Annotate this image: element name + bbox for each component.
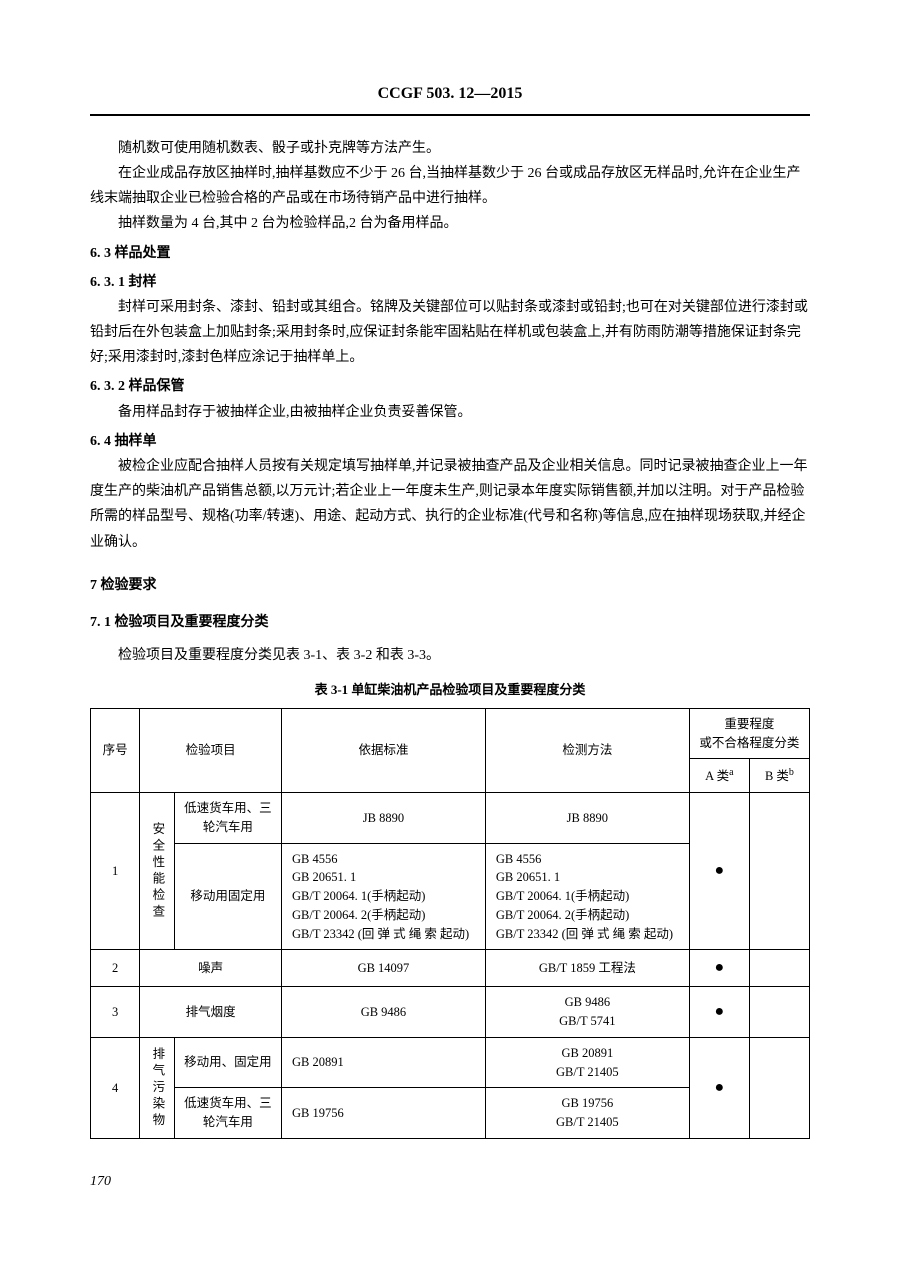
cell-seq: 3 [91, 987, 140, 1038]
cell-class-b [749, 987, 809, 1038]
cell-standard: GB 20891 [282, 1037, 486, 1088]
class-a-sup: a [729, 767, 733, 778]
cell-item-group: 安全性能检查 [140, 793, 174, 950]
th-method: 检测方法 [485, 708, 689, 792]
cell-standard: GB 9486 [282, 987, 486, 1038]
cell-item: 噪声 [140, 950, 282, 987]
cell-standard: JB 8890 [282, 793, 486, 844]
cell-item: 排气烟度 [140, 987, 282, 1038]
cell-class-a: ● [689, 987, 749, 1038]
class-b-sup: b [789, 767, 794, 778]
th-class-b: B 类b [749, 759, 809, 793]
paragraph: 备用样品封存于被抽样企业,由被抽样企业负责妥善保管。 [90, 400, 810, 425]
table-row: 1 安全性能检查 低速货车用、三轮汽车用 JB 8890 JB 8890 ● [91, 793, 810, 844]
cell-seq: 4 [91, 1037, 140, 1138]
th-class-a: A 类a [689, 759, 749, 793]
page-number: 170 [90, 1169, 810, 1194]
section-heading-6-3-2: 6. 3. 2 样品保管 [90, 374, 810, 399]
table-row: 2 噪声 GB 14097 GB/T 1859 工程法 ● [91, 950, 810, 987]
th-importance: 重要程度或不合格程度分类 [689, 708, 809, 759]
paragraph: 抽样数量为 4 台,其中 2 台为检验样品,2 台为备用样品。 [90, 211, 810, 236]
th-standard: 依据标准 [282, 708, 486, 792]
cell-item: 移动用固定用 [174, 843, 281, 950]
section-heading-6-3-1: 6. 3. 1 封样 [90, 270, 810, 295]
cell-item: 低速货车用、三轮汽车用 [174, 1088, 281, 1139]
paragraph: 被检企业应配合抽样人员按有关规定填写抽样单,并记录被抽查产品及企业相关信息。同时… [90, 454, 810, 555]
cell-method: GB 9486GB/T 5741 [485, 987, 689, 1038]
section-heading-6-3: 6. 3 样品处置 [90, 241, 810, 266]
paragraph: 随机数可使用随机数表、骰子或扑克牌等方法产生。 [90, 136, 810, 161]
cell-class-b [749, 1037, 809, 1138]
table-row: 3 排气烟度 GB 9486 GB 9486GB/T 5741 ● [91, 987, 810, 1038]
cell-class-a: ● [689, 950, 749, 987]
paragraph: 检验项目及重要程度分类见表 3-1、表 3-2 和表 3-3。 [90, 643, 810, 668]
cell-method: GB/T 1859 工程法 [485, 950, 689, 987]
table-caption: 表 3-1 单缸柴油机产品检验项目及重要程度分类 [90, 678, 810, 701]
cell-class-a: ● [689, 1037, 749, 1138]
cell-item: 低速货车用、三轮汽车用 [174, 793, 281, 844]
cell-item: 移动用、固定用 [174, 1037, 281, 1088]
table-row: 4 排气污染物 移动用、固定用 GB 20891 GB 20891GB/T 21… [91, 1037, 810, 1088]
inspection-table: 序号 检验项目 依据标准 检测方法 重要程度或不合格程度分类 A 类a B 类b… [90, 708, 810, 1139]
cell-method: GB 20891GB/T 21405 [485, 1037, 689, 1088]
th-seq: 序号 [91, 708, 140, 792]
class-b-label: B 类 [765, 769, 789, 783]
cell-standard: GB 14097 [282, 950, 486, 987]
section-heading-6-4: 6. 4 抽样单 [90, 429, 810, 454]
section-heading-7: 7 检验要求 [90, 573, 810, 598]
paragraph: 在企业成品存放区抽样时,抽样基数应不少于 26 台,当抽样基数少于 26 台或成… [90, 161, 810, 211]
cell-seq: 1 [91, 793, 140, 950]
cell-method: GB 4556GB 20651. 1GB/T 20064. 1(手柄起动)GB/… [485, 843, 689, 950]
cell-class-a: ● [689, 793, 749, 950]
cell-method: GB 19756GB/T 21405 [485, 1088, 689, 1139]
th-item: 检验项目 [140, 708, 282, 792]
table-header-row: 序号 检验项目 依据标准 检测方法 重要程度或不合格程度分类 [91, 708, 810, 759]
class-a-label: A 类 [705, 769, 729, 783]
section-heading-7-1: 7. 1 检验项目及重要程度分类 [90, 610, 810, 635]
cell-item-group: 排气污染物 [140, 1037, 174, 1138]
cell-standard: GB 19756 [282, 1088, 486, 1139]
cell-seq: 2 [91, 950, 140, 987]
cell-method: JB 8890 [485, 793, 689, 844]
cell-standard: GB 4556GB 20651. 1GB/T 20064. 1(手柄起动)GB/… [282, 843, 486, 950]
header-rule [90, 114, 810, 116]
cell-class-b [749, 950, 809, 987]
doc-id-header: CCGF 503. 12—2015 [90, 80, 810, 109]
cell-class-b [749, 793, 809, 950]
paragraph: 封样可采用封条、漆封、铅封或其组合。铭牌及关键部位可以贴封条或漆封或铅封;也可在… [90, 295, 810, 371]
